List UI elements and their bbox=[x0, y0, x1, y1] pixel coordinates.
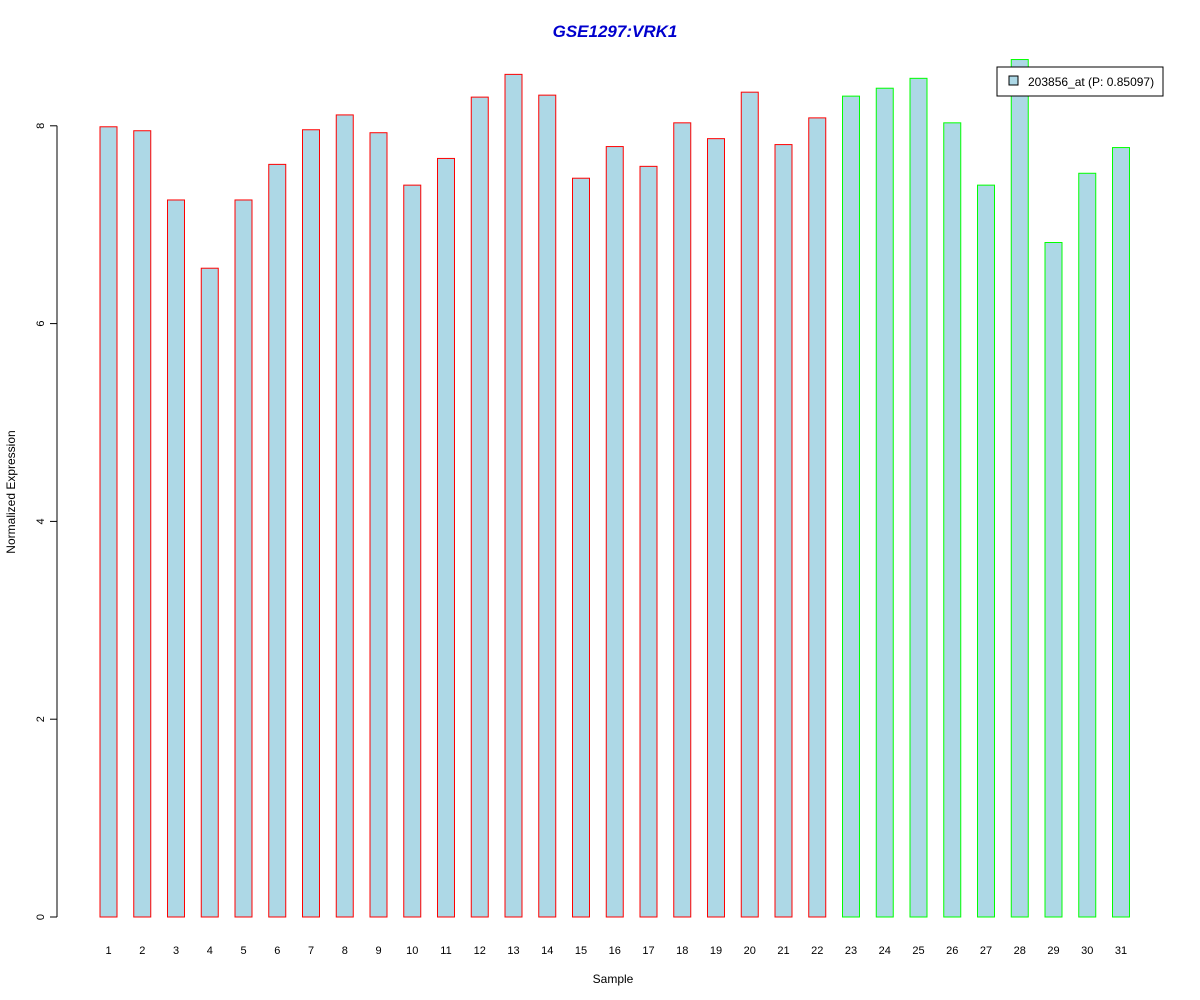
x-tick-label: 11 bbox=[440, 945, 451, 957]
bar-sample-16 bbox=[605, 146, 624, 918]
x-tick-label: 24 bbox=[879, 945, 891, 957]
y-tick-label: 0 bbox=[35, 914, 47, 920]
x-tick-label: 27 bbox=[980, 945, 992, 957]
bar-sample-13 bbox=[504, 73, 523, 918]
x-tick-label: 15 bbox=[575, 945, 587, 957]
y-axis: 0 2 4 6 8 bbox=[35, 123, 58, 920]
x-tick-label: 30 bbox=[1081, 945, 1093, 957]
legend-box bbox=[996, 66, 1164, 97]
bar-sample-11 bbox=[437, 157, 455, 918]
bar-sample-30 bbox=[1078, 172, 1097, 918]
legend-swatch bbox=[1008, 75, 1019, 86]
x-tick-label: 8 bbox=[342, 945, 348, 957]
x-tick-label: 14 bbox=[541, 945, 553, 957]
bar-sample-15 bbox=[572, 177, 590, 918]
bar-sample-25 bbox=[909, 77, 928, 918]
bar-sample-14 bbox=[538, 94, 557, 918]
bar-sample-23 bbox=[842, 95, 860, 918]
x-tick-label: 19 bbox=[710, 945, 722, 957]
x-tick-label: 23 bbox=[845, 945, 857, 957]
bar-sample-4 bbox=[200, 267, 219, 918]
x-tick-label: 17 bbox=[642, 945, 654, 957]
bar-sample-29 bbox=[1044, 242, 1063, 918]
x-tick-label: 28 bbox=[1014, 945, 1026, 957]
bar-sample-5 bbox=[234, 199, 253, 918]
x-tick-label: 4 bbox=[207, 945, 213, 957]
x-tick-label: 7 bbox=[308, 945, 314, 957]
chart-title: GSE1297:VRK1 bbox=[553, 22, 678, 41]
bar-sample-1 bbox=[99, 126, 118, 918]
x-tick-label: 16 bbox=[609, 945, 621, 957]
bar-sample-26 bbox=[943, 122, 962, 918]
x-tick-label: 5 bbox=[240, 945, 246, 957]
x-tick-label: 13 bbox=[507, 945, 519, 957]
bar-sample-24 bbox=[875, 87, 894, 918]
bar-sample-19 bbox=[707, 138, 725, 918]
bar-sample-9 bbox=[369, 132, 388, 918]
bar-sample-21 bbox=[774, 144, 793, 918]
bar-sample-2 bbox=[133, 130, 152, 918]
bar-sample-8 bbox=[335, 114, 354, 918]
x-tick-label: 1 bbox=[105, 945, 111, 957]
y-tick-label: 6 bbox=[35, 321, 47, 327]
bar-sample-10 bbox=[403, 184, 422, 918]
x-tick-label: 29 bbox=[1047, 945, 1059, 957]
x-axis-label: Sample bbox=[593, 972, 634, 986]
legend-label: 203856_at (P: 0.85097) bbox=[1028, 75, 1154, 89]
y-axis-label: Normalized Expression bbox=[4, 430, 18, 553]
bar-sample-7 bbox=[302, 129, 320, 918]
bar-sample-27 bbox=[977, 184, 995, 918]
bars-group bbox=[99, 59, 1130, 918]
x-tick-label: 9 bbox=[375, 945, 381, 957]
y-tick-label: 8 bbox=[35, 123, 47, 129]
bar-sample-6 bbox=[268, 163, 287, 918]
bar-sample-20 bbox=[740, 91, 759, 918]
x-tick-label: 31 bbox=[1115, 945, 1127, 957]
x-tick-label: 3 bbox=[173, 945, 179, 957]
x-tick-labels: 1 2 3 4 5 6 7 8 9 10 11 12 13 14 15 16 17 18 19 20 21 22 23 24 2… bbox=[105, 945, 1127, 957]
y-tick-label: 2 bbox=[35, 716, 47, 722]
bar-sample-22 bbox=[808, 117, 827, 918]
bar-sample-17 bbox=[639, 165, 658, 918]
bar-sample-28 bbox=[1010, 59, 1029, 918]
legend: 203856_at (P: 0.85097) bbox=[996, 66, 1164, 97]
x-tick-label: 2 bbox=[139, 945, 145, 957]
x-tick-label: 20 bbox=[744, 945, 756, 957]
x-tick-label: 6 bbox=[274, 945, 280, 957]
x-tick-label: 12 bbox=[474, 945, 486, 957]
bar-sample-31 bbox=[1112, 147, 1130, 918]
bar-sample-3 bbox=[167, 199, 185, 918]
x-tick-label: 18 bbox=[676, 945, 688, 957]
y-tick-label: 4 bbox=[35, 518, 47, 524]
x-tick-label: 26 bbox=[946, 945, 958, 957]
x-tick-label: 22 bbox=[811, 945, 823, 957]
x-tick-label: 10 bbox=[406, 945, 418, 957]
bar-sample-12 bbox=[470, 96, 489, 918]
bar-sample-18 bbox=[673, 122, 692, 918]
x-tick-label: 21 bbox=[777, 945, 789, 957]
x-tick-label: 25 bbox=[912, 945, 924, 957]
